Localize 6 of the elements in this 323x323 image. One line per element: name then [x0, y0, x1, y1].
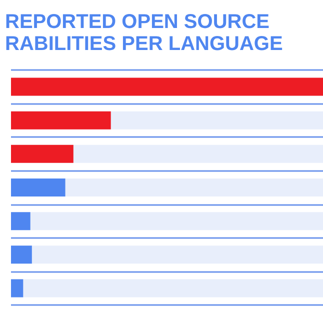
bar	[11, 212, 30, 230]
bar	[11, 246, 32, 264]
bar	[11, 178, 66, 196]
bar	[11, 144, 74, 163]
bar	[11, 279, 24, 298]
chart-title: REPORTED OPEN SOURCE RABILITIES PER LANGUAGE	[5, 11, 283, 55]
